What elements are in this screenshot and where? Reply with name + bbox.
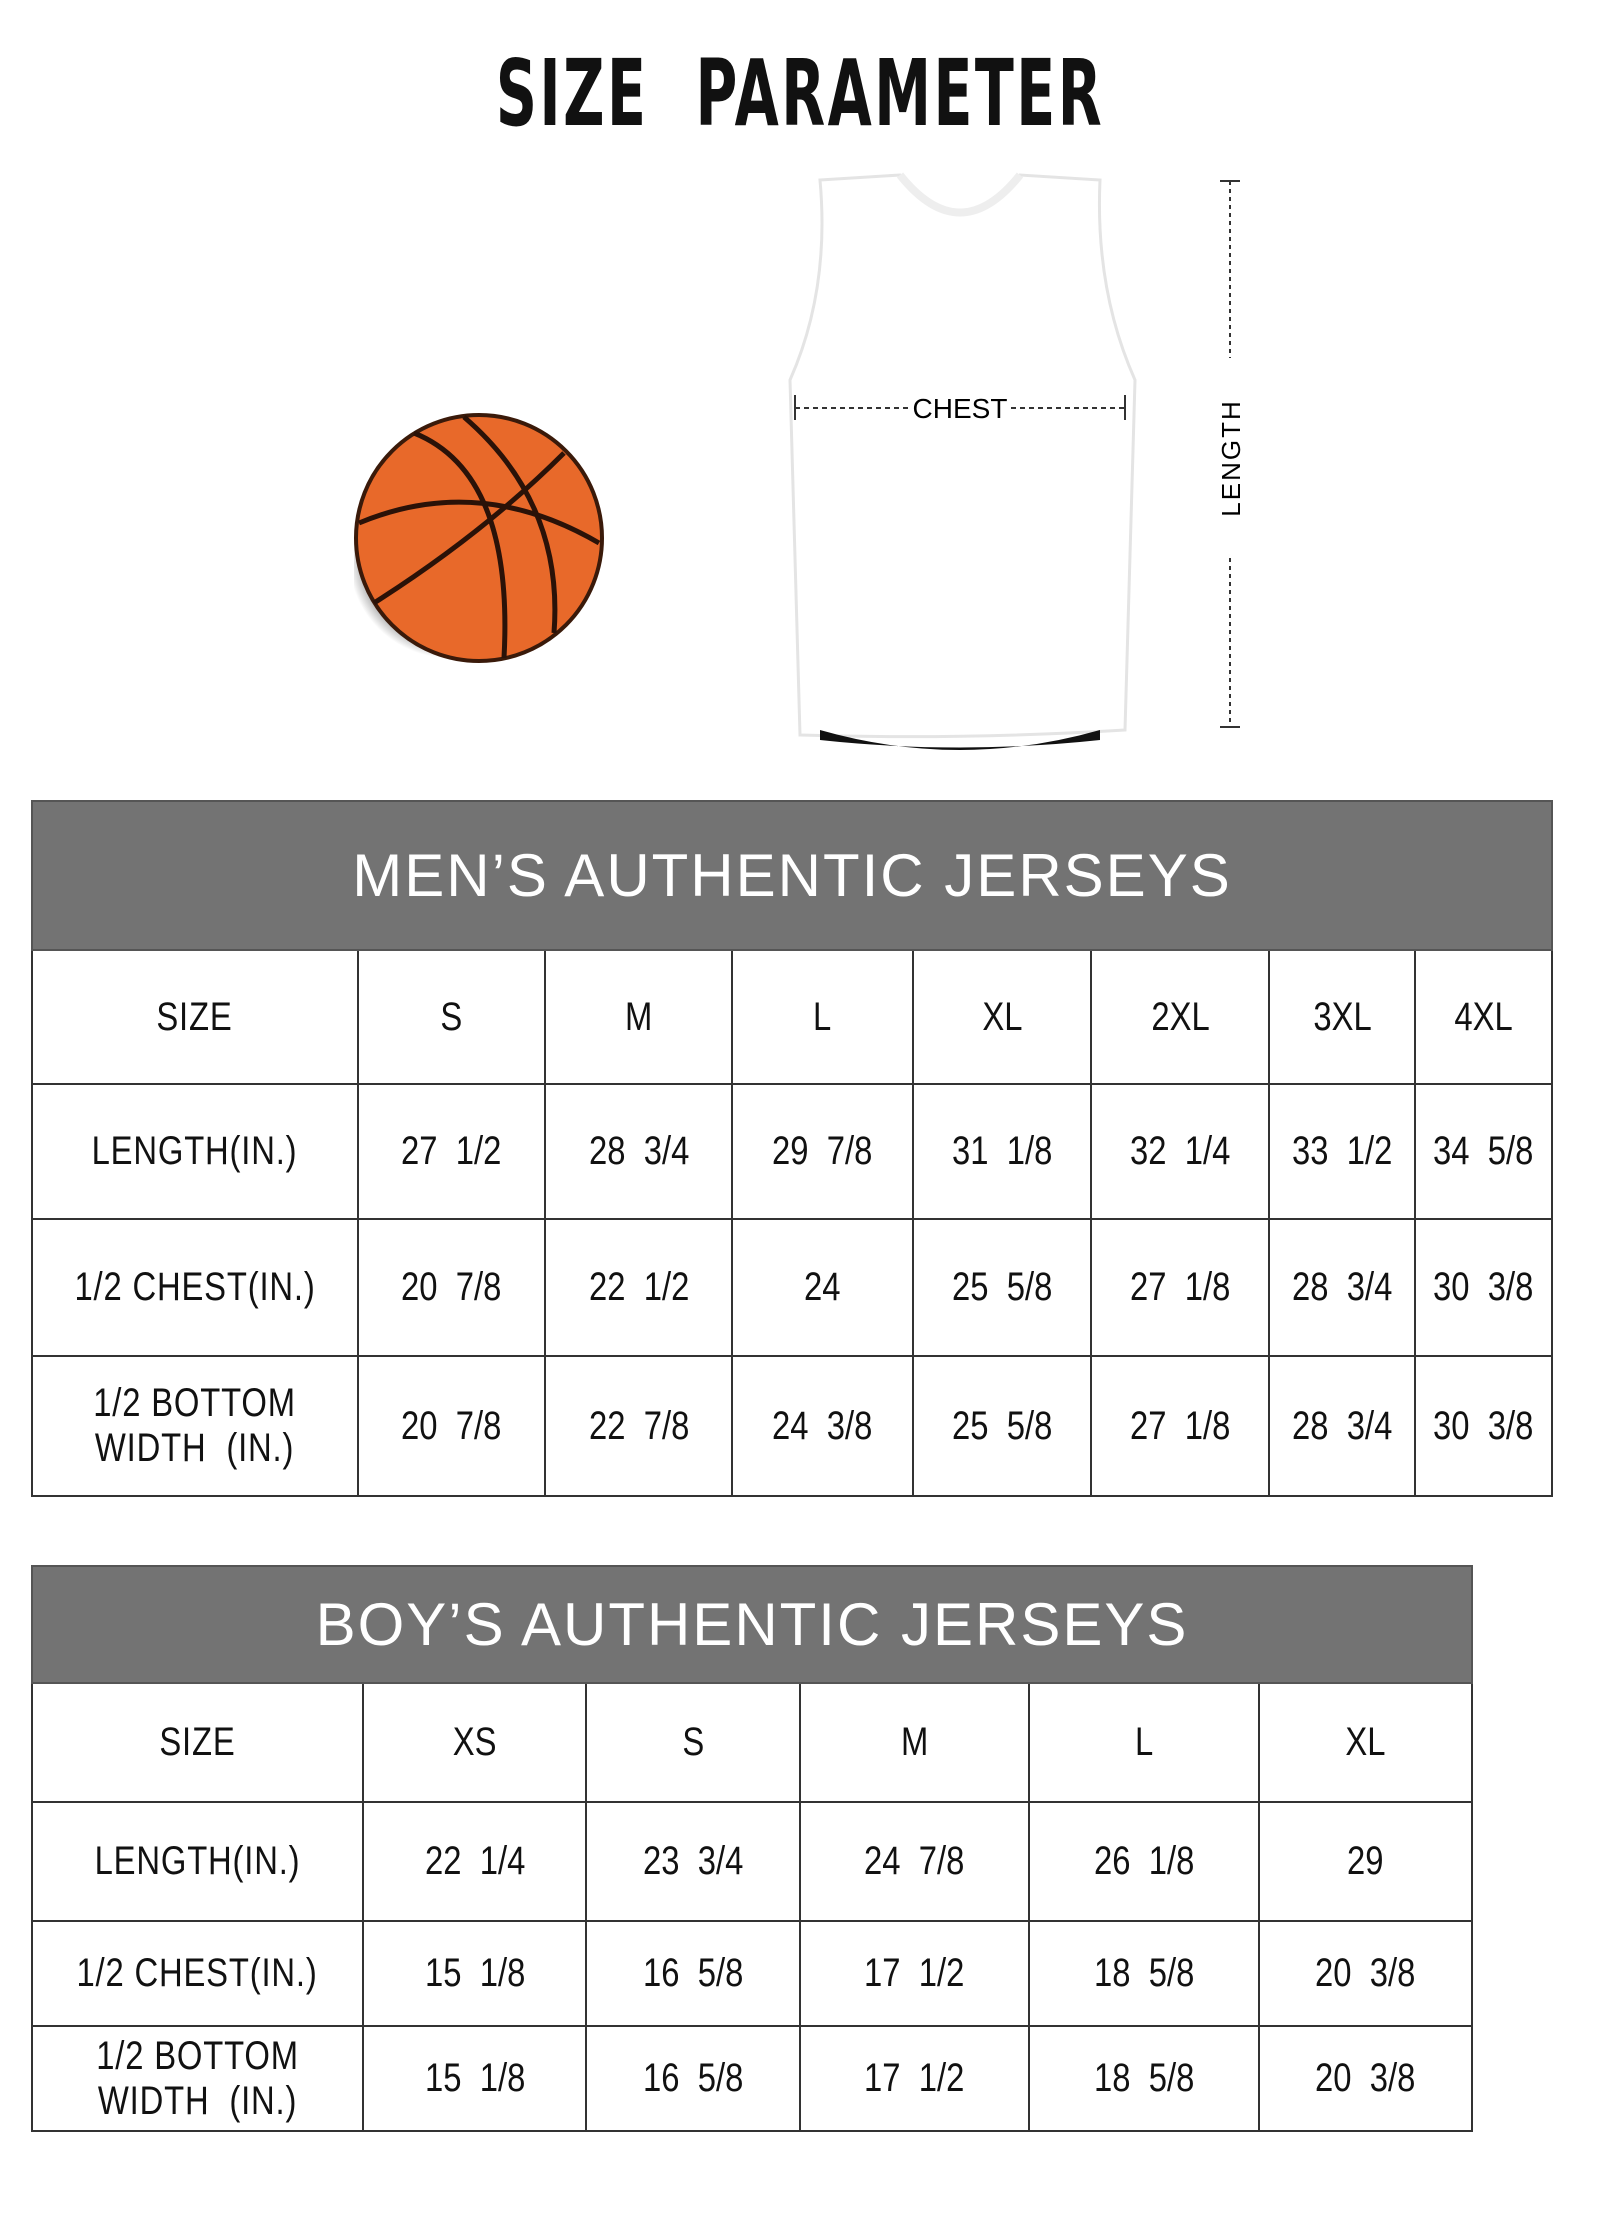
measurement-cell: 30 3/8 — [1414, 1355, 1553, 1497]
table-row: 1/2 CHEST(IN.) 20 7/8 22 1/2 24 25 5/8 27 1/8… — [31, 1218, 1553, 1357]
size-header-row: SIZE XS S M L XL — [31, 1682, 1473, 1803]
row-label: 1/2 BOTTOM WIDTH (IN.) — [31, 1355, 359, 1497]
size-header-cell: M — [799, 1682, 1030, 1803]
table-row: 1/2 BOTTOM WIDTH (IN.) 20 7/8 22 7/8 24 3/8… — [31, 1355, 1553, 1497]
table-title-row: BOY’S AUTHENTIC JERSEYS — [31, 1565, 1473, 1684]
size-header-cell: S — [585, 1682, 802, 1803]
size-header-label: SIZE — [31, 949, 359, 1085]
size-header-cell: M — [544, 949, 734, 1085]
size-header-cell: L — [1027, 1682, 1261, 1803]
table-title-row: MEN’S AUTHENTIC JERSEYS — [31, 800, 1553, 951]
size-header-label: SIZE — [31, 1682, 364, 1803]
measurement-cell: 20 7/8 — [356, 1218, 547, 1357]
size-header-cell: XL — [911, 949, 1093, 1085]
measurement-cell: 29 7/8 — [731, 1083, 914, 1220]
measurement-cell: 31 1/8 — [911, 1083, 1093, 1220]
table-row: LENGTH(IN.) 22 1/4 23 3/4 24 7/8 26 1/8 29 — [31, 1801, 1473, 1922]
measurement-cell: 18 5/8 — [1027, 1920, 1261, 2027]
size-header-cell: XS — [361, 1682, 588, 1803]
measurement-cell: 24 — [731, 1218, 914, 1357]
measurement-cell: 25 5/8 — [911, 1218, 1093, 1357]
size-header-cell: XL — [1258, 1682, 1473, 1803]
page-title: SIZE PARAMETER — [495, 40, 1105, 147]
measurement-cell: 34 5/8 — [1414, 1083, 1553, 1220]
row-label: 1/2 BOTTOM WIDTH (IN.) — [31, 2025, 364, 2132]
row-label: 1/2 CHEST(IN.) — [31, 1920, 364, 2027]
measurement-cell: 22 1/4 — [361, 1801, 588, 1922]
measurement-cell: 27 1/8 — [1090, 1218, 1271, 1357]
measurement-cell: 27 1/2 — [356, 1083, 547, 1220]
measurement-cell: 28 3/4 — [544, 1083, 734, 1220]
table-row: 1/2 BOTTOM WIDTH (IN.) 15 1/8 16 5/8 17 1/2… — [31, 2025, 1473, 2132]
table-title: MEN’S AUTHENTIC JERSEYS — [31, 800, 1553, 951]
boys-size-table: BOY’S AUTHENTIC JERSEYS SIZE XS S M L XL LENGTH… — [31, 1565, 1473, 2132]
row-label: LENGTH(IN.) — [31, 1801, 364, 1922]
measurement-cell: 28 3/4 — [1268, 1218, 1417, 1357]
measurement-cell: 25 5/8 — [911, 1355, 1093, 1497]
measurement-cell: 24 7/8 — [799, 1801, 1030, 1922]
size-header-cell: 2XL — [1090, 949, 1271, 1085]
measurement-cell: 33 1/2 — [1268, 1083, 1417, 1220]
size-header-cell: S — [356, 949, 547, 1085]
table-row: 1/2 CHEST(IN.) 15 1/8 16 5/8 17 1/2 18 5/8 20… — [31, 1920, 1473, 2027]
measurement-cell: 28 3/4 — [1268, 1355, 1417, 1497]
length-label: LENGTH — [1216, 399, 1246, 516]
jersey-diagram: CHEST — [788, 172, 1137, 750]
measurement-cell: 18 5/8 — [1027, 2025, 1261, 2132]
measurement-cell: 17 1/2 — [799, 2025, 1030, 2132]
size-header-row: SIZE S M L XL 2XL 3XL 4XL — [31, 949, 1553, 1085]
measurement-cell: 22 7/8 — [544, 1355, 734, 1497]
measurement-cell: 20 7/8 — [356, 1355, 547, 1497]
measurement-cell: 16 5/8 — [585, 1920, 802, 2027]
measurement-cell: 26 1/8 — [1027, 1801, 1261, 1922]
size-header-cell: L — [731, 949, 914, 1085]
length-indicator: LENGTH — [1216, 180, 1246, 728]
mens-size-table: MEN’S AUTHENTIC JERSEYS SIZE S M L XL 2XL 3XL 4X… — [31, 800, 1553, 1497]
chest-label: CHEST — [913, 393, 1008, 424]
row-label: 1/2 CHEST(IN.) — [31, 1218, 359, 1357]
measurement-cell: 27 1/8 — [1090, 1355, 1271, 1497]
table-row: LENGTH(IN.) 27 1/2 28 3/4 29 7/8 31 1/8 32 1/… — [31, 1083, 1553, 1220]
measurement-cell: 30 3/8 — [1414, 1218, 1553, 1357]
measurement-cell: 32 1/4 — [1090, 1083, 1271, 1220]
measurement-cell: 20 3/8 — [1258, 2025, 1473, 2132]
size-header-cell: 4XL — [1414, 949, 1553, 1085]
measurement-cell: 23 3/4 — [585, 1801, 802, 1922]
measurement-cell: 20 3/8 — [1258, 1920, 1473, 2027]
measurement-cell: 24 3/8 — [731, 1355, 914, 1497]
measurement-cell: 15 1/8 — [361, 2025, 588, 2132]
measurement-cell: 16 5/8 — [585, 2025, 802, 2132]
basketball-image — [354, 413, 604, 663]
table-title: BOY’S AUTHENTIC JERSEYS — [31, 1565, 1473, 1684]
size-header-cell: 3XL — [1268, 949, 1417, 1085]
measurement-cell: 29 — [1258, 1801, 1473, 1922]
measurement-cell: 15 1/8 — [361, 1920, 588, 2027]
row-label: LENGTH(IN.) — [31, 1083, 359, 1220]
measurement-cell: 17 1/2 — [799, 1920, 1030, 2027]
measurement-cell: 22 1/2 — [544, 1218, 734, 1357]
